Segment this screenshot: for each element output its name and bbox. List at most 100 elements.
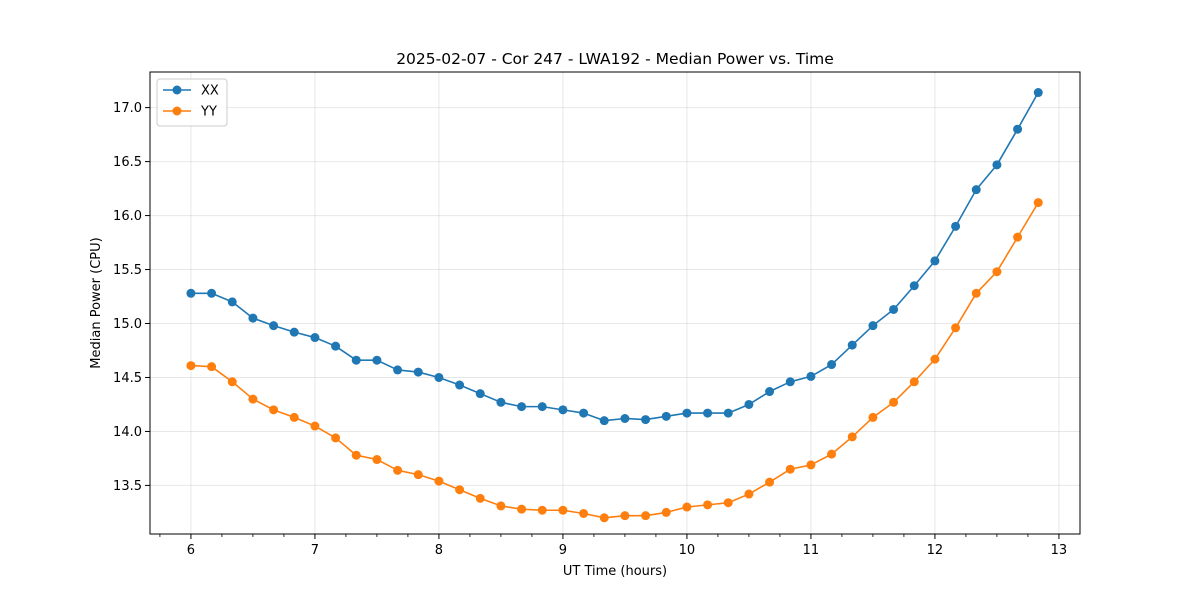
data-point-xx [785,377,795,387]
y-tick-label: 16.0 [113,209,142,224]
x-tick-label: 7 [311,543,319,558]
data-point-yy [227,377,237,387]
data-point-xx [599,416,609,426]
y-axis: 13.5 14.0 14.5 15.0 15.5 16.0 16.5 17.0 [113,101,150,494]
data-point-yy [723,498,733,508]
data-point-xx [413,367,423,377]
data-point-xx [703,408,713,418]
data-point-yy [413,470,423,480]
data-point-yy [310,421,320,431]
x-tick-label: 10 [679,543,696,558]
data-point-xx [289,327,299,337]
y-tick-label: 14.5 [113,371,142,386]
y-tick-label: 13.5 [113,479,142,494]
data-point-xx [434,372,444,382]
data-point-yy [496,501,506,511]
data-point-yy [1033,198,1043,208]
data-point-xx [889,304,899,314]
data-point-xx [393,365,403,375]
data-point-yy [331,433,341,443]
data-point-yy [889,397,899,407]
y-tick-label: 14.0 [113,425,142,440]
data-point-yy [785,464,795,474]
data-point-yy [868,412,878,422]
y-tick-label: 16.5 [113,155,142,170]
legend-marker-xx [172,85,182,95]
data-point-yy [847,432,857,442]
data-point-yy [434,476,444,486]
data-point-xx [537,402,547,412]
data-point-xx [455,380,465,390]
series-group [186,88,1043,523]
y-tick-label: 15.0 [113,317,142,332]
data-point-yy [620,511,630,521]
data-point-xx [331,341,341,351]
data-point-yy [909,377,919,387]
data-point-yy [269,405,279,415]
data-point-xx [620,414,630,423]
data-point-xx [496,397,506,407]
data-point-xx [971,185,981,195]
legend-label-yy: YY [200,105,217,120]
data-point-xx [310,333,320,343]
data-point-yy [455,485,465,495]
data-point-xx [765,387,775,397]
data-point-xx [827,360,837,370]
y-tick-label: 17.0 [113,101,142,116]
data-point-yy [558,505,568,515]
data-point-yy [806,460,816,470]
data-point-xx [579,408,589,418]
data-point-xx [744,399,754,409]
data-point-xx [517,402,527,412]
data-point-yy [930,354,940,364]
x-tick-label: 12 [927,543,944,558]
data-point-yy [248,394,258,404]
data-point-xx [1013,124,1023,134]
x-axis: 6 7 8 9 10 11 12 13 [159,534,1068,558]
data-point-xx [227,297,237,307]
legend-marker-yy [172,106,182,116]
data-point-xx [558,405,568,415]
data-point-xx [909,281,919,291]
x-tick-label: 11 [803,543,820,558]
y-tick-label: 15.5 [113,263,142,278]
data-point-xx [207,288,217,298]
y-axis-label: Median Power (CPU) [89,237,104,368]
grid [150,72,1080,534]
data-point-xx [723,408,733,418]
data-point-xx [806,371,816,381]
data-point-yy [207,362,217,372]
data-point-xx [661,411,671,421]
data-point-yy [186,361,196,371]
data-point-yy [971,288,981,298]
data-point-yy [951,323,961,333]
x-tick-label: 9 [559,543,567,558]
data-point-yy [1013,232,1023,242]
x-tick-label: 13 [1051,543,1068,558]
data-point-yy [393,465,403,475]
data-point-xx [269,321,279,331]
data-point-yy [579,508,589,518]
data-point-xx [682,408,692,418]
data-point-yy [682,502,692,512]
data-point-xx [372,355,382,365]
data-point-yy [599,513,609,523]
plot-frame [149,71,1081,535]
data-point-xx [351,355,361,365]
x-tick-label: 6 [187,543,195,558]
data-point-xx [475,389,485,399]
data-point-xx [248,313,258,323]
data-point-xx [1033,88,1043,98]
data-point-yy [827,449,837,459]
data-point-yy [289,412,299,422]
chart-title: 2025-02-07 - Cor 247 - LWA192 - Median P… [396,50,834,68]
data-point-xx [641,415,651,425]
data-point-yy [661,507,671,517]
data-point-yy [703,500,713,510]
data-point-xx [951,221,961,231]
data-point-yy [992,267,1002,277]
data-point-yy [351,450,361,460]
data-point-yy [537,505,547,515]
data-point-xx [868,321,878,331]
